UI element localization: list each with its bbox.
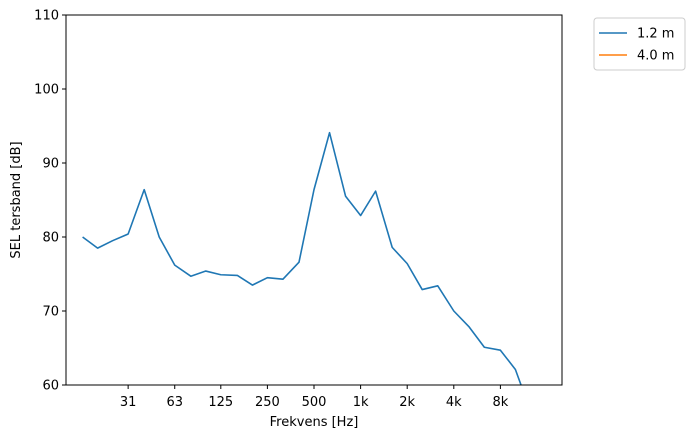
y-tick-label: 110 (34, 9, 59, 24)
x-tick-label: 8k (492, 395, 508, 410)
x-axis-label: Frekvens [Hz] (270, 415, 359, 430)
x-tick-label: 4k (446, 395, 462, 410)
y-tick-label: 70 (42, 305, 59, 320)
y-axis-label: SEL tersband [dB] (9, 141, 24, 258)
series-layer (82, 131, 522, 385)
plot-area (66, 15, 562, 385)
legend-label-0: 1.2 m (637, 27, 674, 42)
x-tick-label: 1k (353, 395, 369, 410)
legend: 1.2 m 4.0 m (593, 17, 686, 71)
x-tick-label: 500 (302, 395, 327, 410)
y-tick-label: 60 (42, 379, 59, 394)
legend-box (593, 17, 686, 71)
x-tick-label: 125 (208, 395, 233, 410)
y-tick-label: 100 (34, 83, 59, 98)
x-tick-label: 250 (255, 395, 280, 410)
x-axis: 31 63 125 250 500 1k 2k 4k 8k (120, 385, 509, 410)
legend-label-1: 4.0 m (637, 49, 674, 64)
series-line-0 (82, 131, 522, 385)
x-tick-label: 2k (399, 395, 415, 410)
y-axis: 60 70 80 90 100 110 (34, 9, 66, 394)
x-tick-label: 31 (120, 395, 137, 410)
plot-background (66, 15, 562, 385)
y-tick-label: 90 (42, 157, 59, 172)
x-tick-label: 63 (166, 395, 183, 410)
y-tick-label: 80 (42, 231, 59, 246)
